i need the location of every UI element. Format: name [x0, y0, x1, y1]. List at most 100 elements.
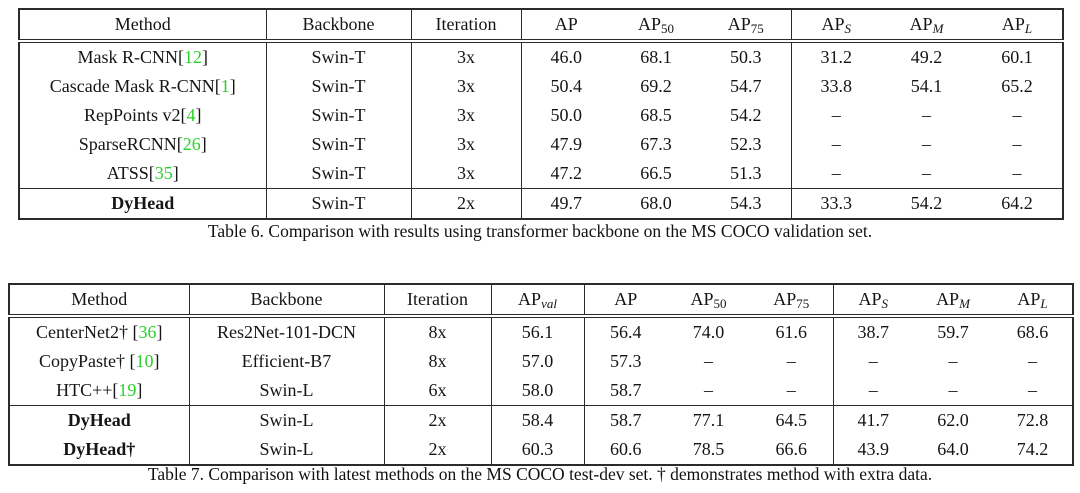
value-cell: 69.2: [640, 76, 672, 96]
method-cell: CopyPaste† [10]: [38, 351, 160, 371]
table-row: HTC++[19] Swin-L 6x 58.0 58.7 – – – – –: [9, 376, 1073, 406]
value-cell: 61.6: [775, 322, 808, 342]
value-cell: 51.3: [730, 163, 762, 183]
value-cell: Swin-L: [188, 376, 384, 406]
value-cell: –: [786, 380, 796, 400]
value-cell: 50.3: [730, 47, 762, 67]
value-cell: –: [948, 351, 958, 371]
method-name: Cascade Mask R-CNN: [49, 76, 215, 96]
method-name: ATSS: [106, 163, 149, 183]
method-name: CenterNet2†: [36, 322, 128, 342]
col-header-ap-75: AP75: [701, 9, 791, 43]
col-header-ap-l: APL: [972, 9, 1063, 43]
citation-link[interactable]: 26: [182, 134, 201, 154]
method-cell: ATSS[35]: [106, 163, 179, 183]
col-header-backbone: Backbone: [188, 284, 384, 318]
value-cell: –: [832, 347, 913, 376]
value-cell: 49.7: [520, 188, 611, 219]
header-subscript: L: [1040, 296, 1048, 311]
value-cell: –: [922, 163, 931, 183]
value-cell: 47.9: [520, 130, 611, 159]
col-header-ap: AP: [583, 284, 667, 318]
citation-link[interactable]: 12: [184, 47, 202, 67]
table-7-caption: Table 7. Comparison with latest methods …: [147, 464, 933, 484]
table-6-container: Method Backbone Iteration AP AP50 AP75 APS APM A…: [18, 8, 1064, 220]
value-cell: –: [922, 105, 931, 125]
col-header-ap-s: APS: [832, 284, 913, 318]
table-row: CenterNet2† [36] Res2Net-101-DCN 8x 56.1 56.…: [9, 316, 1073, 347]
col-header-backbone: Backbone: [265, 9, 411, 43]
header-subscript: 50: [713, 296, 727, 311]
header-subscript: L: [1024, 21, 1033, 36]
col-header-ap-50: AP50: [611, 9, 701, 43]
col-header-ap-val: APval: [490, 284, 584, 318]
method-name: HTC++: [56, 380, 113, 400]
citation-link[interactable]: 35: [154, 163, 173, 183]
value-cell: 3x: [410, 130, 521, 159]
value-cell: 77.1: [667, 405, 750, 435]
header-subscript: val: [541, 296, 557, 311]
table-7-container: Method Backbone Iteration APval AP AP50 AP75 AP…: [8, 283, 1074, 466]
value-cell: 66.5: [640, 163, 672, 183]
value-cell: Res2Net-101-DCN: [188, 316, 384, 347]
value-cell: 3x: [410, 159, 521, 189]
value-cell: Swin-T: [265, 41, 411, 72]
method-cell: DyHead†: [9, 435, 189, 465]
value-cell: 58.7: [583, 405, 667, 435]
citation-link[interactable]: 19: [118, 380, 137, 400]
value-cell: –: [1028, 351, 1037, 371]
col-header-method: Method: [9, 284, 189, 318]
value-cell: 31.2: [790, 41, 881, 72]
table-row: Cascade Mask R-CNN[1] Swin-T 3x 50.4 69.2 54.…: [19, 72, 1063, 101]
method-cell: SparseRCNN[26]: [78, 134, 207, 154]
table-6-caption: Table 6. Comparison with results using t…: [207, 221, 873, 241]
header-subscript: 75: [750, 21, 764, 36]
value-cell: Swin-L: [188, 435, 384, 465]
header-subscript: 75: [796, 296, 810, 311]
value-cell: 3x: [410, 72, 521, 101]
method-cell: Cascade Mask R-CNN[1]: [49, 76, 236, 96]
value-cell: 2x: [383, 435, 491, 465]
value-cell: 57.3: [583, 347, 667, 376]
header-subscript: S: [881, 296, 889, 311]
value-cell: 54.2: [730, 105, 762, 125]
table-row: ATSS[35] Swin-T 3x 47.2 66.5 51.3 – – –: [19, 159, 1063, 189]
value-cell: 50.0: [520, 101, 611, 130]
value-cell: 54.2: [881, 188, 972, 219]
citation-link[interactable]: 1: [220, 76, 230, 96]
method-cell: CenterNet2† [36]: [36, 322, 163, 342]
value-cell: 57.0: [490, 347, 584, 376]
test-dev-latest-methods-comparison-table: Method Backbone Iteration APval AP AP50 AP75 AP…: [8, 283, 1074, 466]
value-cell: –: [790, 101, 881, 130]
method-cell: DyHead: [9, 405, 189, 435]
value-cell: 54.3: [701, 188, 791, 219]
method-name: SparseRCNN: [78, 134, 177, 154]
value-cell: 60.3: [490, 435, 584, 465]
table-header-row: Method Backbone Iteration AP AP50 AP75 APS APM A…: [19, 9, 1063, 43]
value-cell: 33.8: [790, 72, 881, 101]
value-cell: 64.5: [750, 405, 833, 435]
method-name: DyHead: [111, 193, 175, 213]
header-subscript: 50: [661, 21, 674, 36]
citation-link[interactable]: 10: [135, 351, 154, 371]
value-cell: 8x: [383, 347, 491, 376]
method-name: CopyPaste†: [38, 351, 125, 371]
method-cell: DyHead: [19, 188, 266, 219]
citation-link[interactable]: 4: [186, 105, 196, 125]
value-cell: 67.3: [640, 134, 672, 154]
header-subscript: M: [932, 21, 944, 36]
col-header-ap-m: APM: [881, 9, 972, 43]
value-cell: –: [786, 351, 796, 371]
col-header-ap-50: AP50: [667, 284, 750, 318]
value-cell: 58.0: [490, 376, 584, 406]
value-cell: Swin-T: [265, 101, 411, 130]
table-row: DyHead Swin-T 2x 49.7 68.0 54.3 33.3 54.2 64.2: [19, 188, 1063, 219]
citation-link[interactable]: 36: [138, 322, 157, 342]
value-cell: 78.5: [692, 439, 725, 459]
value-cell: 56.4: [583, 316, 667, 347]
value-cell: 59.7: [937, 322, 969, 342]
value-cell: Swin-L: [188, 405, 384, 435]
table-row: RepPoints v2[4] Swin-T 3x 50.0 68.5 54.2 – – –: [19, 101, 1063, 130]
value-cell: 52.3: [730, 134, 762, 154]
col-header-ap-75: AP75: [750, 284, 833, 318]
